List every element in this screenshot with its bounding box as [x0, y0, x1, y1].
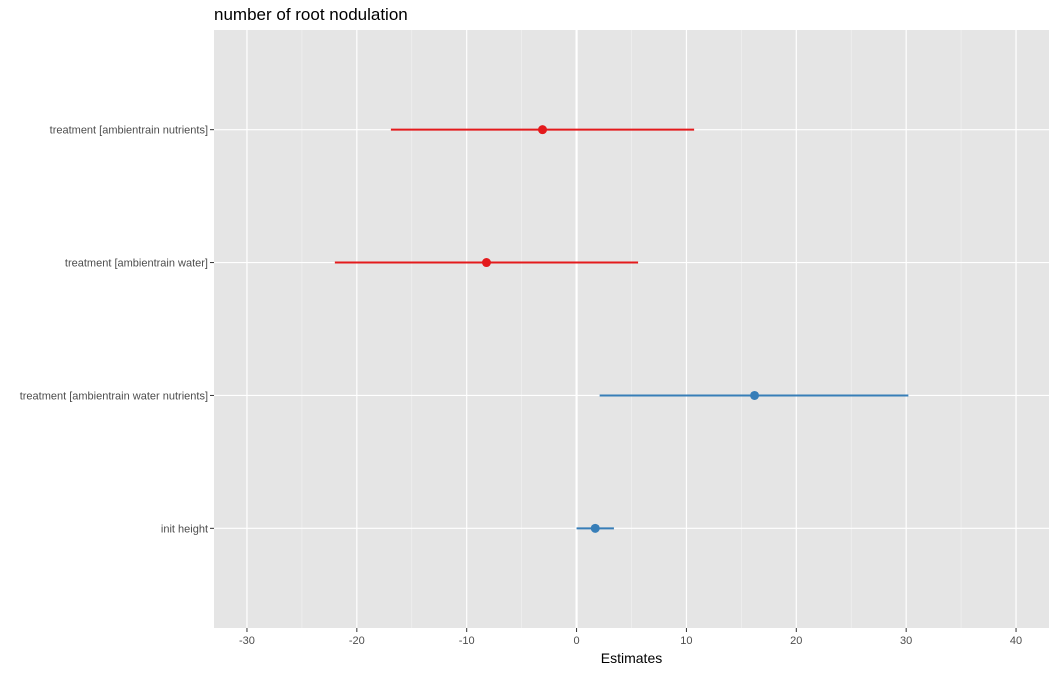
estimate-point	[481, 258, 491, 268]
x-tick-label: 40	[1010, 635, 1022, 647]
estimate-marks	[334, 125, 909, 533]
x-tick-label: 20	[790, 635, 802, 647]
y-axis: treatment [ambientrain nutrients] treatme…	[20, 125, 214, 535]
estimate-point	[590, 523, 600, 533]
x-tick-label: 30	[900, 635, 912, 647]
x-tick-label: -30	[239, 635, 255, 647]
y-tick-label: treatment [ambientrain water]	[65, 258, 208, 270]
estimate-point	[750, 390, 760, 400]
y-tick-label: init height	[161, 523, 208, 535]
x-tick-label: 0	[574, 635, 580, 647]
chart-title: number of root nodulation	[214, 5, 408, 24]
y-tick-label: treatment [ambientrain nutrients]	[50, 125, 208, 137]
x-tick-label: -10	[459, 635, 475, 647]
y-tick-label: treatment [ambientrain water nutrients]	[20, 390, 208, 402]
x-axis-title: Estimates	[601, 650, 662, 666]
x-axis: -30 -20 -10 0 10 20 30 40	[239, 628, 1022, 647]
estimate-point	[538, 125, 548, 135]
x-tick-label: -20	[349, 635, 365, 647]
x-tick-label: 10	[680, 635, 692, 647]
